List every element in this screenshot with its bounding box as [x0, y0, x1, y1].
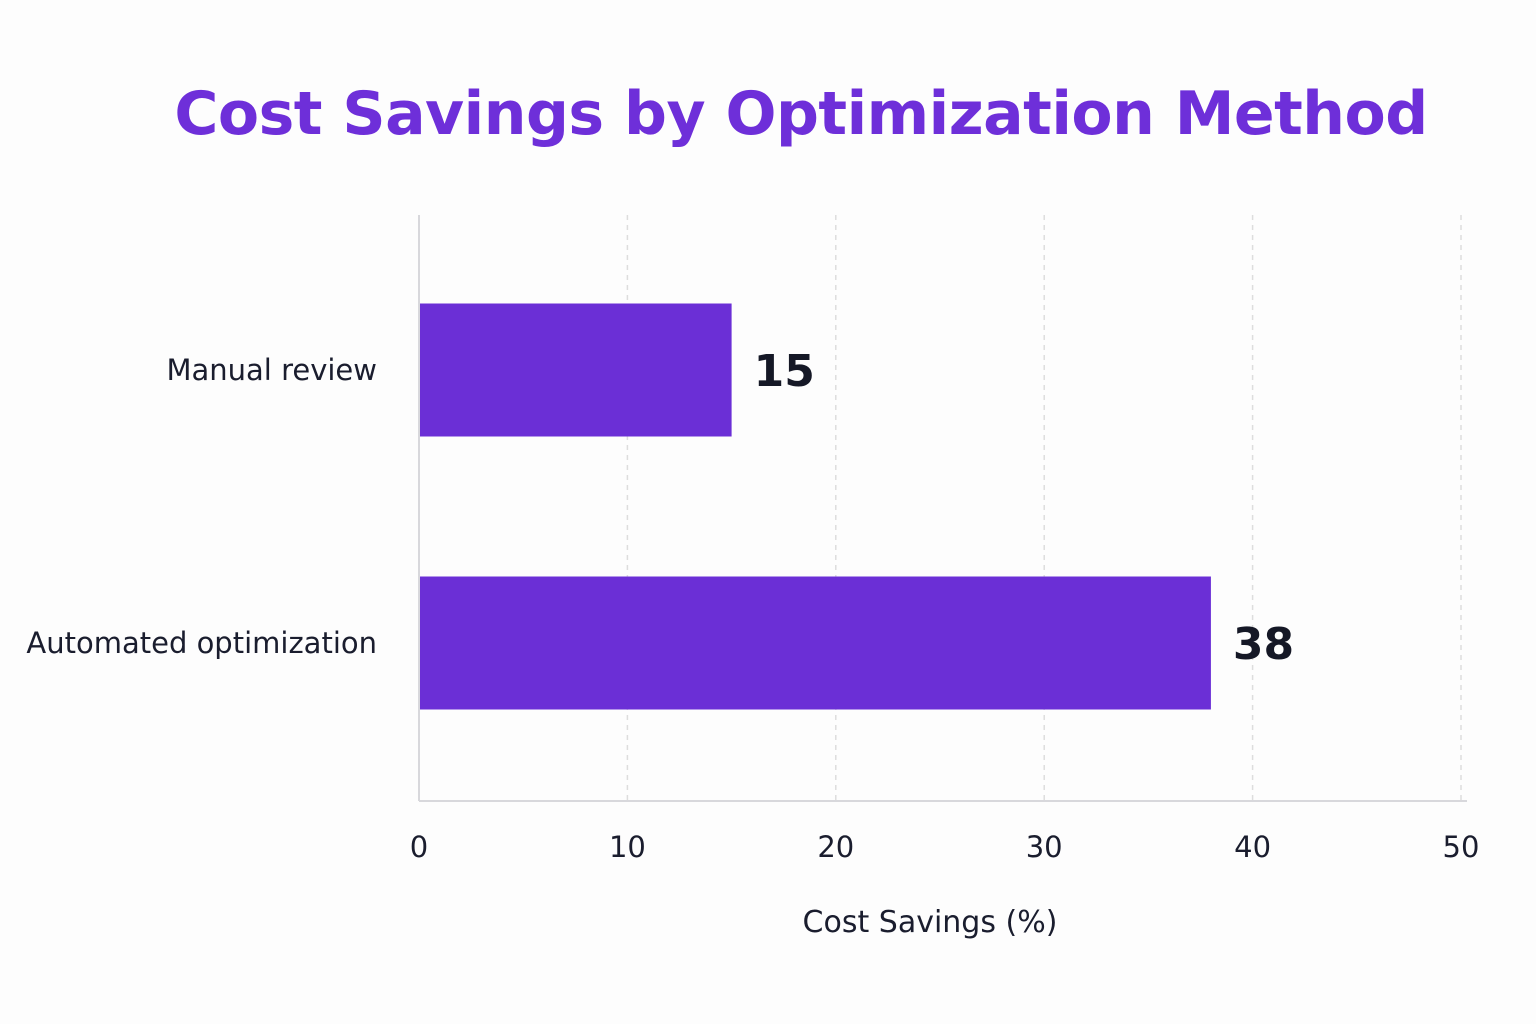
bar-0 — [420, 303, 732, 437]
chart-title: Cost Savings by Optimization Method — [174, 79, 1428, 149]
axes — [418, 215, 1467, 802]
x-tick-label-50: 50 — [1443, 830, 1480, 864]
x-tick-label-30: 30 — [1026, 830, 1063, 864]
x-tick-label-10: 10 — [609, 830, 646, 864]
category-label-0: Manual review — [166, 353, 377, 387]
x-tick-label-40: 40 — [1234, 830, 1271, 864]
value-label-1: 38 — [1233, 619, 1294, 670]
x-axis-title: Cost Savings (%) — [803, 905, 1058, 940]
labels: Manual review 15 Automated optimization 38 0… — [26, 346, 1479, 864]
value-label-0: 15 — [754, 346, 815, 397]
bars — [420, 303, 1211, 710]
x-tick-label-0: 0 — [410, 830, 428, 864]
bar-1 — [420, 576, 1211, 710]
x-tick-label-20: 20 — [817, 830, 854, 864]
grid-lines — [626, 215, 1462, 801]
category-label-1: Automated optimization — [26, 626, 377, 660]
